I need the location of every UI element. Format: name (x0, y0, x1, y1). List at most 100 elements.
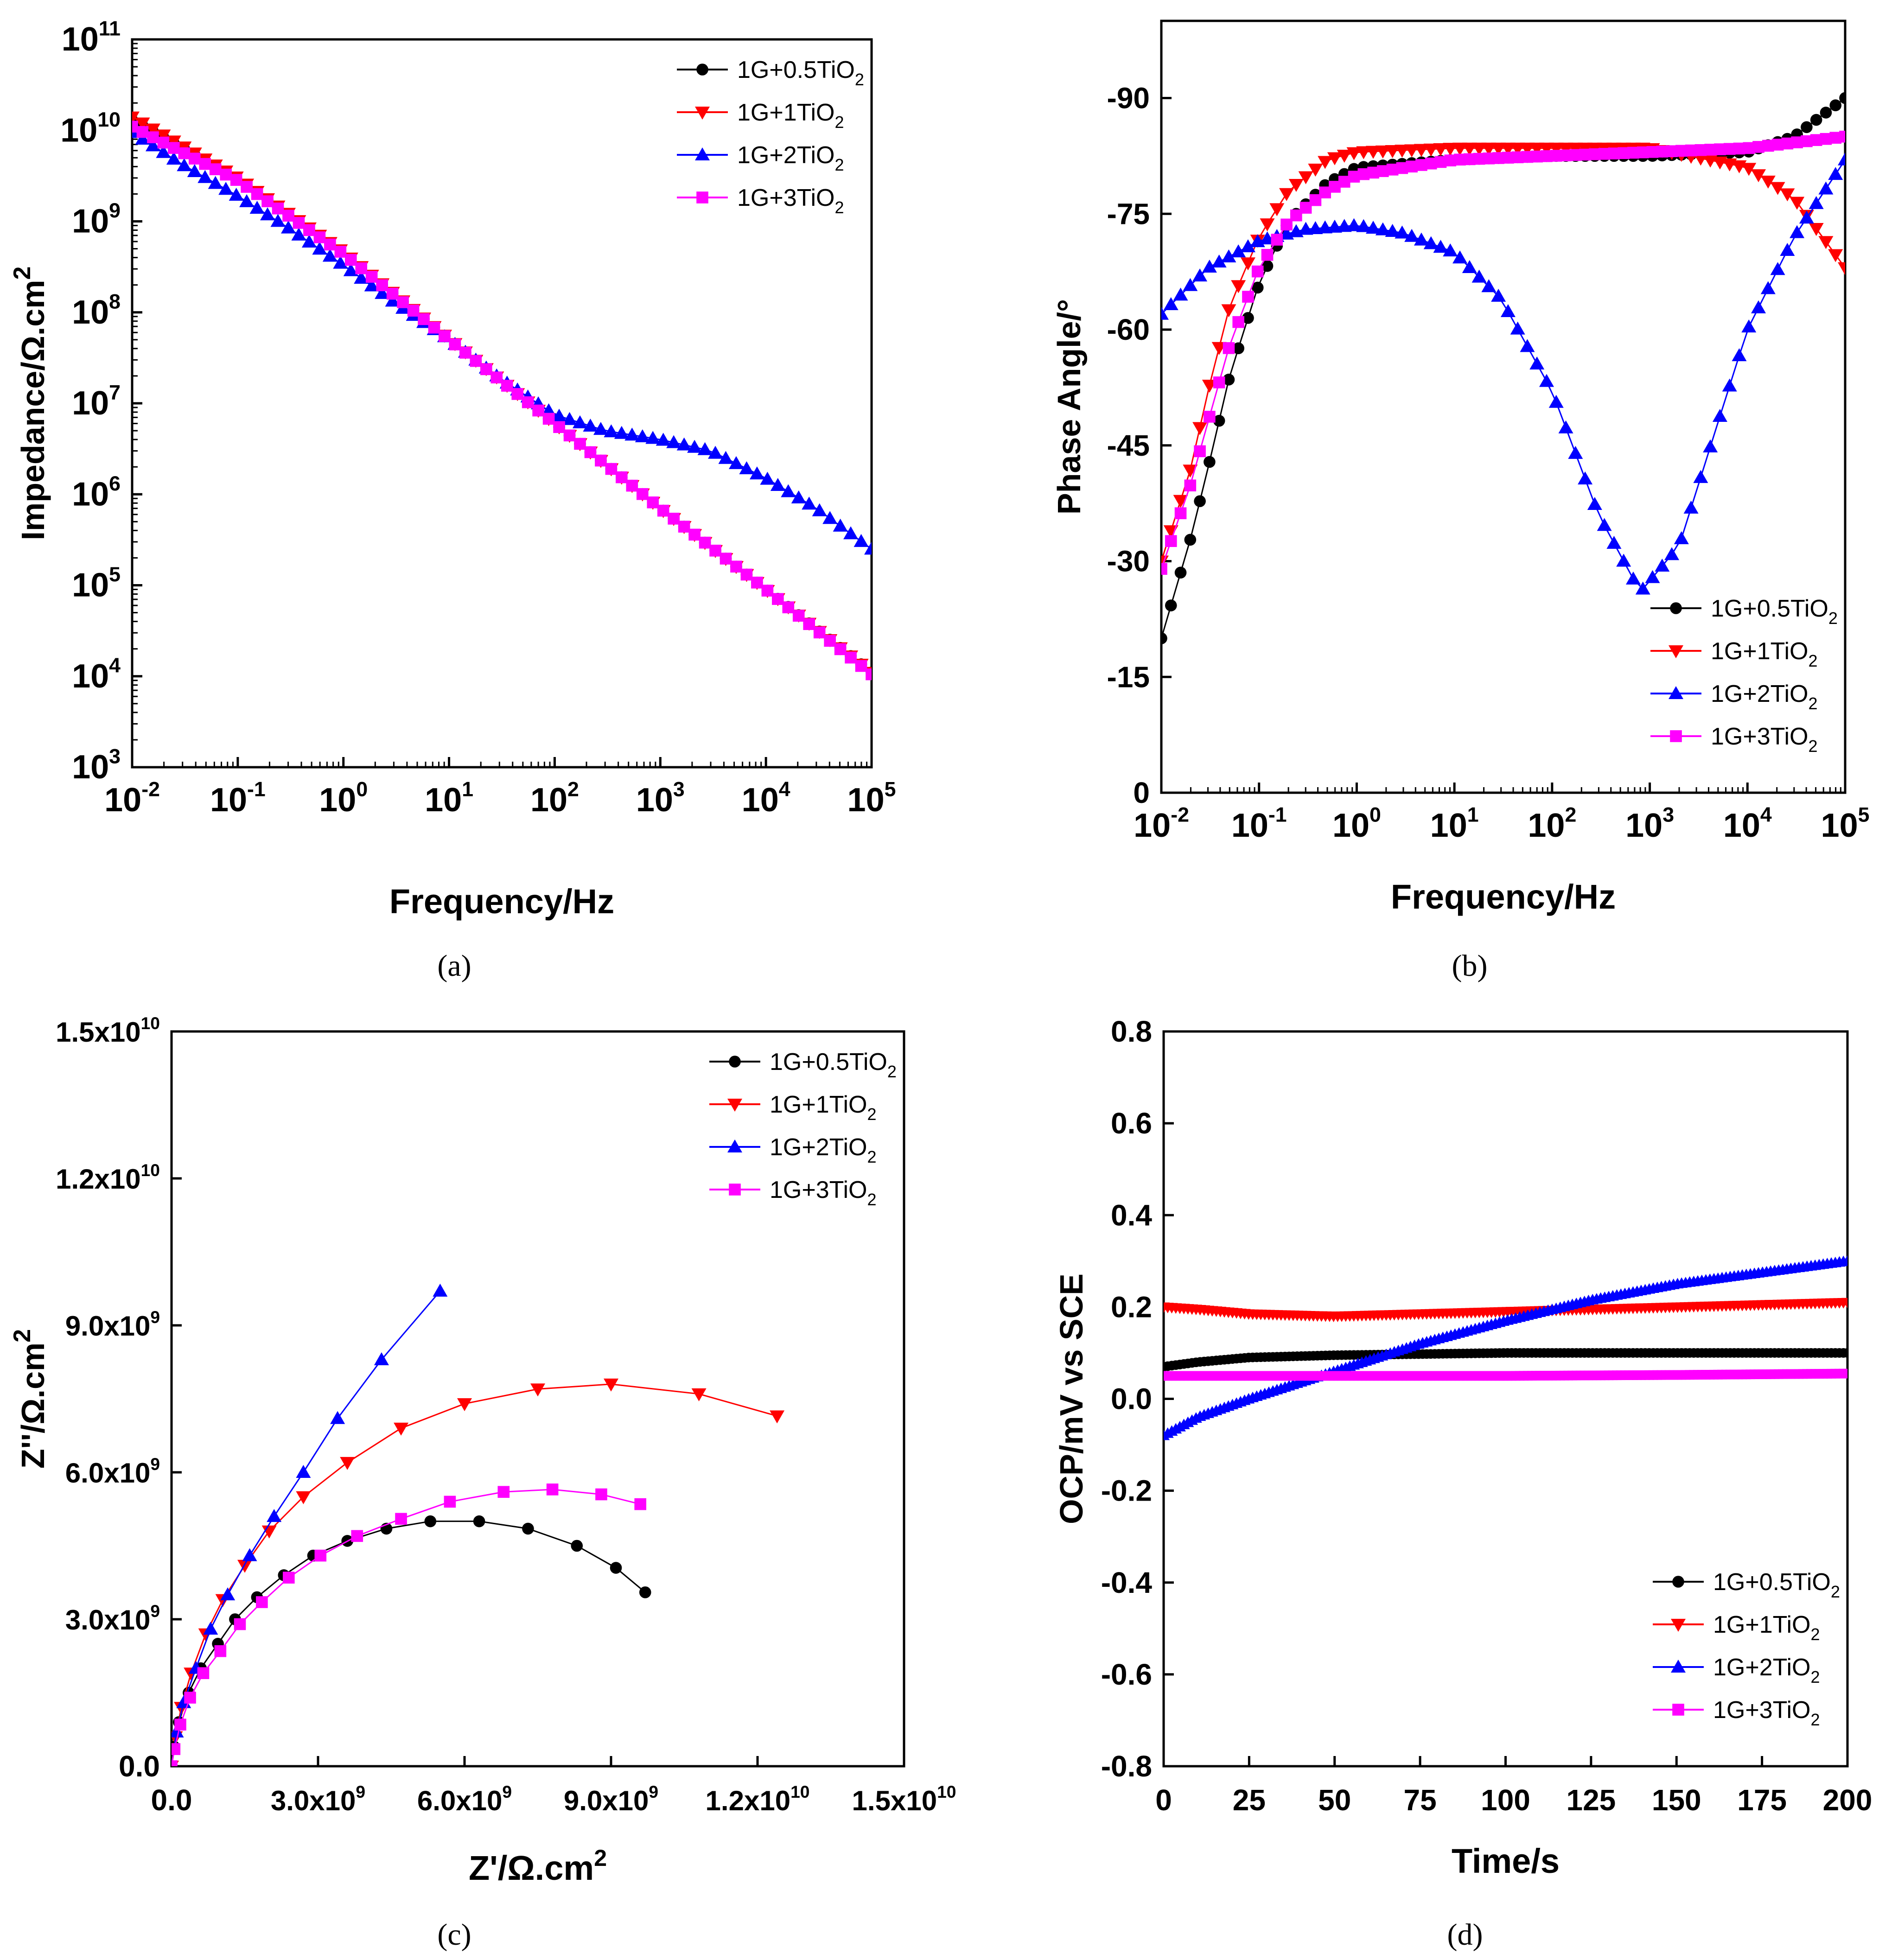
legend-marker (1672, 1704, 1684, 1716)
x-tick-label: 103 (636, 778, 685, 819)
data-point (459, 347, 471, 359)
data-point (813, 626, 826, 639)
y-tick-label: 1.5x1010 (56, 1013, 160, 1048)
data-point (241, 181, 253, 193)
data-point (1838, 152, 1845, 165)
legend-item-s05: 1G+0.5TiO2 (1653, 1569, 1840, 1601)
data-point (616, 471, 628, 484)
x-tick-label: 10-2 (104, 778, 160, 819)
y-tick-label: 9.0x109 (65, 1307, 160, 1342)
data-point (1213, 414, 1225, 427)
legend-label: 1G+2TiO2 (770, 1134, 877, 1166)
data-point (1838, 262, 1845, 275)
data-point (676, 437, 692, 451)
data-point (1693, 470, 1708, 483)
data-point (230, 174, 242, 186)
data-point (687, 439, 702, 453)
data-point (657, 504, 669, 517)
data-point (407, 305, 420, 317)
data-point (344, 254, 357, 266)
data-point (1231, 280, 1246, 293)
data-point (1404, 144, 1420, 158)
data-point (1242, 312, 1254, 324)
data-point (145, 123, 160, 137)
data-point (1163, 297, 1178, 311)
y-tick-label: -0.8 (1101, 1750, 1152, 1783)
data-point (291, 227, 306, 241)
data-point (1471, 142, 1487, 156)
data-point (1780, 242, 1795, 256)
data-point (1366, 221, 1381, 234)
x-tick-label: 75 (1404, 1783, 1437, 1817)
data-point (1240, 257, 1255, 271)
data-point (624, 427, 640, 441)
legend-marker (1669, 686, 1683, 699)
data-point (218, 182, 234, 195)
data-point (376, 279, 388, 292)
data-point (822, 511, 838, 524)
data-point (296, 1465, 311, 1478)
data-point (229, 187, 244, 201)
legend-item-s3: 1G+3TiO2 (1653, 1697, 1820, 1729)
y-tick-label: 6.0x109 (65, 1454, 160, 1489)
data-point (1780, 188, 1795, 202)
data-point (530, 1383, 545, 1397)
y-tick-label: -75 (1107, 197, 1150, 230)
y-tick-label: 3.0x109 (65, 1601, 160, 1635)
data-point (132, 121, 138, 133)
legend-item-s05: 1G+0.5TiO2 (709, 1049, 897, 1081)
data-point (187, 164, 202, 177)
data-point (220, 1587, 236, 1601)
data-point (1510, 321, 1525, 335)
data-point (330, 1411, 345, 1424)
data-point (1251, 281, 1264, 294)
legend-item-s3: 1G+3TiO2 (1650, 723, 1818, 756)
x-tick-label: 200 (1823, 1783, 1873, 1817)
y-tick-label: 1011 (62, 18, 121, 58)
data-point (1298, 171, 1313, 185)
y-tick-label: -15 (1107, 660, 1150, 694)
data-point (1223, 342, 1235, 354)
y-tick-label: -0.4 (1101, 1566, 1153, 1599)
panel-label: (c) (437, 1918, 471, 1952)
data-point (1261, 248, 1274, 261)
series-s3 (1161, 130, 1845, 575)
data-point (1491, 288, 1506, 302)
data-point (604, 1378, 618, 1392)
data-point (490, 371, 503, 384)
data-point (1271, 234, 1283, 246)
y-tick-label: 0.4 (1111, 1198, 1152, 1232)
data-point (1192, 268, 1208, 282)
x-axis-label: Z'/Ω.cm2 (469, 1845, 607, 1887)
y-axis-label: OCP/mV vs SCE (1053, 1273, 1089, 1524)
data-point (280, 220, 296, 234)
data-point (614, 426, 629, 439)
data-point (1174, 507, 1187, 519)
data-point (1481, 279, 1497, 293)
data-point (296, 1491, 311, 1504)
data-point (1635, 581, 1650, 595)
legend-marker (695, 147, 710, 160)
data-point (172, 1760, 178, 1766)
series-s1 (1164, 1298, 1847, 1323)
y-tick-label: 107 (72, 382, 121, 422)
x-tick-label: 175 (1737, 1783, 1787, 1817)
data-point (532, 404, 544, 417)
y-tick-label: -90 (1107, 82, 1150, 115)
data-point (1732, 348, 1747, 362)
data-point (1471, 269, 1487, 283)
data-point (1810, 114, 1822, 126)
data-point (1452, 250, 1468, 264)
data-point (1174, 566, 1187, 579)
data-point (1741, 163, 1757, 176)
data-point (760, 471, 775, 485)
data-point (188, 153, 201, 165)
data-point (473, 1515, 485, 1527)
data-point (1161, 306, 1169, 320)
legend-label: 1G+1TiO2 (1713, 1611, 1820, 1644)
data-point (1279, 188, 1294, 201)
y-tick-label: -0.2 (1101, 1474, 1152, 1508)
y-tick-label: 0.2 (1111, 1290, 1152, 1324)
data-point (449, 338, 461, 350)
y-tick-label: 0.0 (119, 1750, 160, 1783)
